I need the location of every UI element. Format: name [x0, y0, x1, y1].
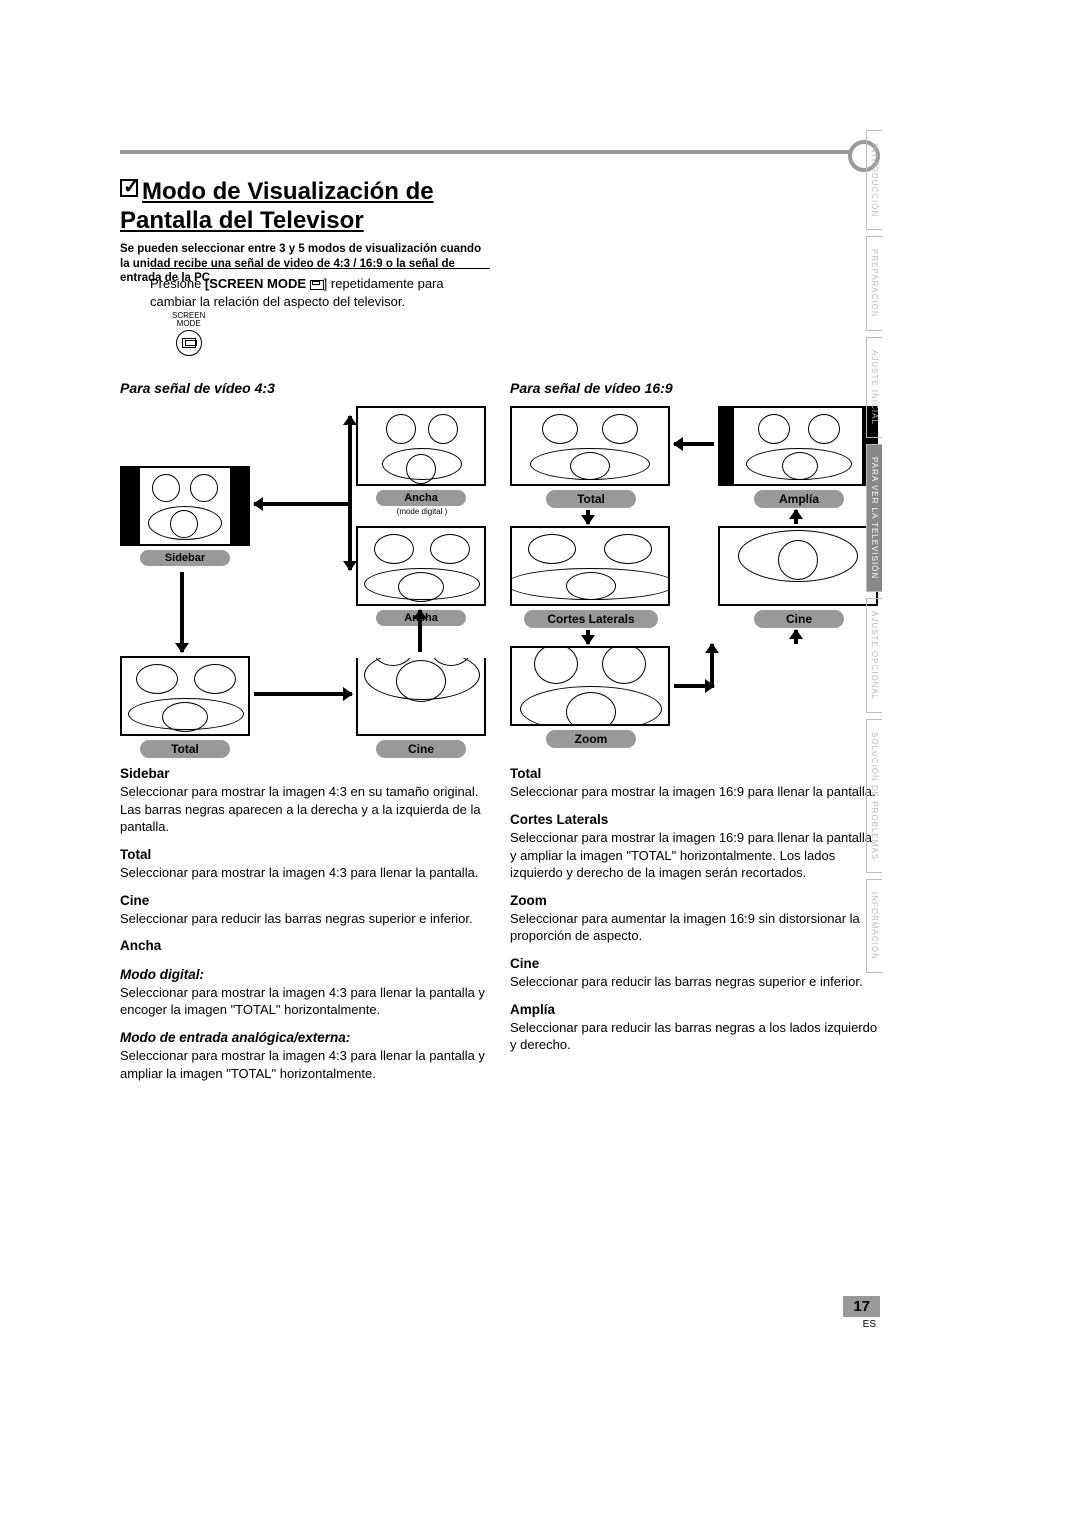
- box-cine16: [718, 526, 878, 606]
- desc-heading: Zoom: [510, 892, 880, 910]
- arrow: [710, 644, 714, 688]
- side-tabs: INTRODUCCIÓN PREPARACIÓN AJUSTE INICIAL PAR…: [866, 130, 890, 979]
- desc-text: Seleccionar para aumentar la imagen 16:9…: [510, 910, 880, 945]
- desc-heading: Amplía: [510, 1001, 880, 1019]
- page-number: 17 ES: [843, 1296, 880, 1330]
- arrow: [674, 442, 714, 446]
- heading-16-9: Para señal de vídeo 16:9: [510, 380, 880, 396]
- desc-text: Seleccionar para mostrar la imagen 4:3 e…: [120, 783, 490, 836]
- arrow: [674, 684, 714, 688]
- desc-item: TotalSeleccionar para mostrar la imagen …: [510, 765, 880, 801]
- pill-cortes: Cortes Laterals: [524, 610, 658, 628]
- desc-item: TotalSeleccionar para mostrar la imagen …: [120, 846, 490, 882]
- desc-subheading: Modo de entrada analógica/externa:: [120, 1029, 490, 1047]
- desc-heading: Cine: [510, 955, 880, 973]
- pill-sidebar: Sidebar: [140, 550, 230, 566]
- pill-amplia: Amplía: [754, 490, 844, 508]
- press-bold: [SCREEN MODE: [205, 276, 310, 291]
- desc-heading: Cortes Laterals: [510, 811, 880, 829]
- pill-ancha1: Ancha: [376, 490, 466, 506]
- arrow: [180, 572, 184, 652]
- box-sidebar: [120, 466, 250, 546]
- side-tab: PREPARACIÓN: [866, 236, 882, 331]
- sublabel-ancha1: (mode digital ): [362, 508, 482, 516]
- col-16-9: Para señal de vídeo 16:9 Total Amplía: [510, 380, 880, 756]
- pill-cine16: Cine: [754, 610, 844, 628]
- desc-heading: Cine: [120, 892, 490, 910]
- box-amplia: [718, 406, 878, 486]
- pill-zoom: Zoom: [546, 730, 636, 748]
- desc-item: CineSeleccionar para reducir las barras …: [120, 892, 490, 928]
- side-tab: SOLUCIÓN DE PROBLEMAS: [866, 719, 882, 873]
- desc-subheading: Modo digital:: [120, 966, 490, 984]
- desc-item: Modo digital:Seleccionar para mostrar la…: [120, 966, 490, 1019]
- box-total16: [510, 406, 670, 486]
- desc-text: Seleccionar para mostrar la imagen 4:3 p…: [120, 864, 490, 882]
- desc-item: Modo de entrada analógica/externa:Selecc…: [120, 1029, 490, 1082]
- desc-text: Seleccionar para mostrar la imagen 4:3 p…: [120, 1047, 490, 1082]
- press-instruction: Presione [SCREEN MODE ] repetidamente pa…: [150, 268, 490, 310]
- desc-item: ZoomSeleccionar para aumentar la imagen …: [510, 892, 880, 945]
- pill-total: Total: [140, 740, 230, 758]
- box-zoom: [510, 646, 670, 726]
- desc-4-3: SidebarSeleccionar para mostrar la image…: [120, 765, 490, 1092]
- desc-item: AmplíaSeleccionar para reducir las barra…: [510, 1001, 880, 1054]
- arrow: [348, 502, 352, 570]
- side-tab: AJUSTE OPCIONAL: [866, 598, 882, 713]
- arrow: [586, 630, 590, 644]
- screen-mode-label: SCREENMODE: [172, 312, 205, 328]
- box-ancha2: [356, 526, 486, 606]
- arrow: [254, 502, 352, 506]
- button-circle-icon: [176, 330, 202, 356]
- arrow: [348, 416, 352, 506]
- page-number-box: 17: [843, 1296, 880, 1317]
- arrow: [794, 510, 798, 524]
- desc-text: Seleccionar para mostrar la imagen 4:3 p…: [120, 984, 490, 1019]
- desc-item: SidebarSeleccionar para mostrar la image…: [120, 765, 490, 836]
- desc-16-9: TotalSeleccionar para mostrar la imagen …: [510, 765, 880, 1064]
- arrow: [254, 692, 352, 696]
- screen-mode-button: SCREENMODE: [172, 312, 205, 356]
- arrow: [418, 610, 422, 652]
- side-tab: INTRODUCCIÓN: [866, 130, 882, 230]
- pill-total16: Total: [546, 490, 636, 508]
- arrow: [794, 630, 798, 644]
- arrow: [586, 510, 590, 524]
- side-tab: INFORMACIÓN: [866, 879, 882, 973]
- pill-cine: Cine: [376, 740, 466, 758]
- top-rule: [120, 150, 850, 154]
- diagram-16-9: Total Amplía Cortes Laterals Cine: [510, 396, 880, 756]
- press-pre: Presione: [150, 276, 205, 291]
- page-lang: ES: [843, 1319, 876, 1330]
- desc-text: Seleccionar para mostrar la imagen 16:9 …: [510, 783, 880, 801]
- desc-item: Cortes LateralsSeleccionar para mostrar …: [510, 811, 880, 882]
- check-icon: [120, 179, 138, 197]
- side-tab: PARA VER LA TELEVISIÓN: [866, 444, 882, 592]
- desc-heading: Total: [510, 765, 880, 783]
- page-title: Modo de Visualización de Pantalla del Te…: [120, 178, 490, 236]
- desc-item: Ancha: [120, 937, 490, 955]
- box-cine: [356, 656, 486, 736]
- desc-text: Seleccionar para reducir las barras negr…: [510, 973, 880, 991]
- desc-heading: Sidebar: [120, 765, 490, 783]
- box-cortes: [510, 526, 670, 606]
- heading-4-3: Para señal de vídeo 4:3: [120, 380, 490, 396]
- side-tab: AJUSTE INICIAL: [866, 337, 882, 438]
- diagram-4-3: Ancha (mode digital ) Sidebar Ancha (mod…: [120, 396, 490, 756]
- box-total: [120, 656, 250, 736]
- desc-text: Seleccionar para reducir las barras negr…: [510, 1019, 880, 1054]
- col-4-3: Para señal de vídeo 4:3 Ancha (mode digi…: [120, 380, 490, 756]
- box-ancha1: [356, 406, 486, 486]
- desc-heading: Ancha: [120, 937, 490, 955]
- title-text: Modo de Visualización de Pantalla del Te…: [120, 178, 434, 234]
- desc-item: CineSeleccionar para reducir las barras …: [510, 955, 880, 991]
- desc-heading: Total: [120, 846, 490, 864]
- desc-text: Seleccionar para mostrar la imagen 16:9 …: [510, 829, 880, 882]
- desc-text: Seleccionar para reducir las barras negr…: [120, 910, 490, 928]
